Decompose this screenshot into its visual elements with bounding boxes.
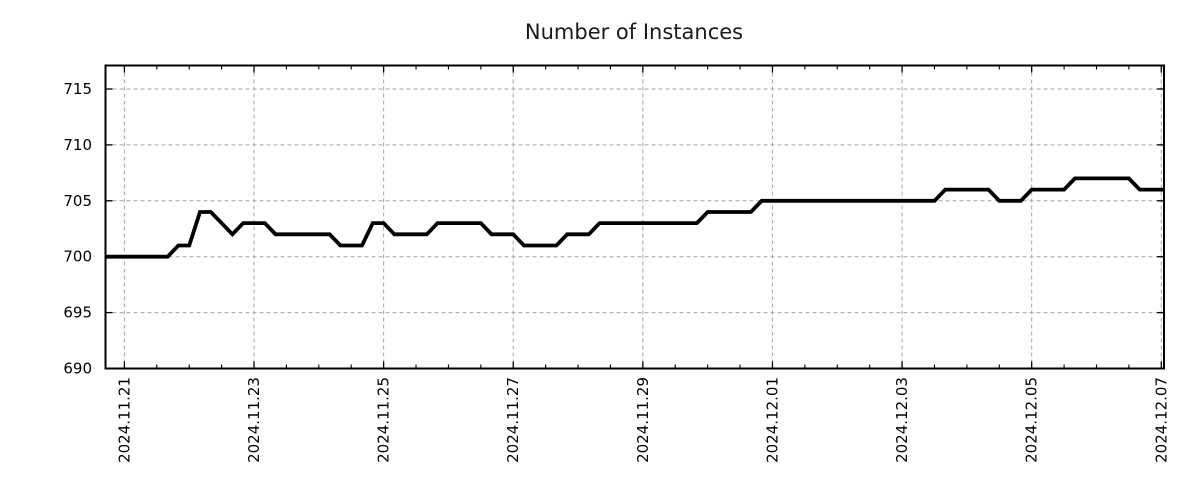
series-layer — [105, 176, 1164, 259]
chart-title: Number of Instances — [525, 20, 743, 44]
y-tick-label: 695 — [63, 304, 92, 322]
x-tick-label: 2024.12.05 — [1023, 377, 1041, 463]
y-tick-label: 715 — [63, 80, 92, 98]
x-tick-label: 2024.12.07 — [1152, 377, 1170, 463]
x-tick-label: 2024.11.25 — [375, 377, 393, 463]
grid-layer — [105, 65, 1164, 369]
x-tick-label: 2024.11.27 — [504, 377, 522, 463]
x-tick-label: 2024.11.21 — [115, 377, 133, 463]
y-tick-label: 690 — [63, 360, 92, 378]
y-tick-label: 700 — [63, 248, 92, 266]
y-tick-label: 705 — [63, 192, 92, 210]
series-line — [105, 176, 1164, 259]
x-tick-label: 2024.12.01 — [763, 377, 781, 463]
x-tick-label: 2024.11.29 — [634, 377, 652, 463]
axis-labels-layer: 690 695 700 705 710 715 2024.11.21 2024.11.23 20… — [63, 80, 1170, 463]
y-tick-label: 710 — [63, 136, 92, 154]
x-tick-label: 2024.11.23 — [245, 377, 263, 463]
plot-border — [104, 64, 1165, 370]
x-tick-label: 2024.12.03 — [893, 377, 911, 463]
tick-layer — [105, 65, 1164, 370]
